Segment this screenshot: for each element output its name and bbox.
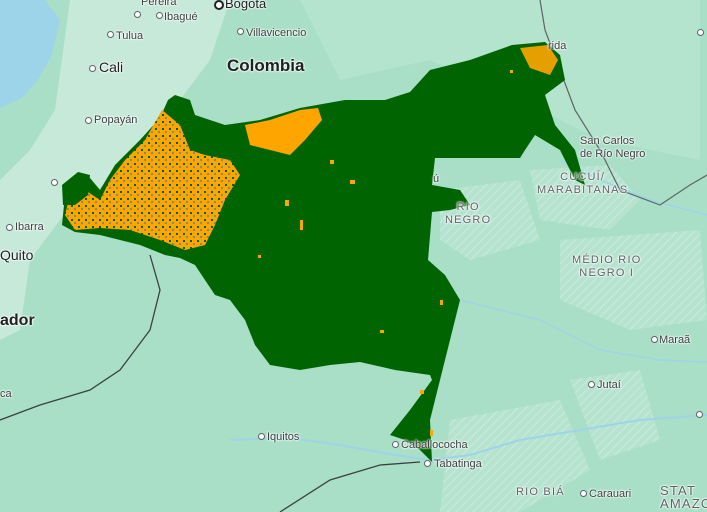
city-label-bogota[interactable]: Bogota xyxy=(225,0,267,11)
amazon-river xyxy=(229,414,707,462)
city-dot-ibague xyxy=(156,12,163,19)
nonforest-specks-1 xyxy=(520,45,558,75)
protected-area-medio-rio-negro xyxy=(560,230,707,330)
city-label-quito[interactable]: Quito xyxy=(0,247,34,263)
nonforest-specks xyxy=(258,70,513,436)
city-label-iquitos[interactable]: Iquitos xyxy=(267,431,300,443)
city-label-jutai[interactable]: Jutaí xyxy=(597,379,621,391)
border-venezuela xyxy=(539,0,707,206)
city-label-san-carlos[interactable]: San Carlos de Río Negro xyxy=(580,135,646,160)
area-label-cucui-marabitanas[interactable]: CUCUÍ/ MARABITANAS xyxy=(537,171,629,196)
city-dot-tulua xyxy=(107,31,114,38)
city-label-cucui-partial: ú xyxy=(433,173,440,185)
area-label-rio-negro[interactable]: RIO NEGRO xyxy=(445,201,492,226)
city-label-pereira[interactable]: Pereira xyxy=(141,0,177,8)
city-label-mitu-partial[interactable]: rida xyxy=(548,40,567,52)
city-label-carauari[interactable]: Carauari xyxy=(589,488,632,500)
city-dot-cali xyxy=(89,65,96,72)
city-dot-maraa xyxy=(651,336,658,343)
city-dot-pasto xyxy=(51,179,58,186)
city-dot-northeast xyxy=(697,29,704,36)
city-label-cali[interactable]: Cali xyxy=(99,59,124,75)
city-label-ibarra[interactable]: Ibarra xyxy=(15,221,44,233)
protected-area-rio-bia xyxy=(440,400,590,512)
protected-area-cucui xyxy=(530,165,640,230)
city-dot-villavicencio xyxy=(237,28,244,35)
border-peru-brazil xyxy=(0,254,161,421)
area-label-state-partial[interactable]: STAT AMAZO xyxy=(660,483,707,511)
city-dot-popayan xyxy=(85,117,92,124)
country-label-colombia[interactable]: Colombia xyxy=(227,56,305,75)
city-dot-east xyxy=(696,411,703,418)
city-dot-ibarra xyxy=(6,224,13,231)
city-label-left-partial: ca xyxy=(0,388,12,400)
forest-patch-west xyxy=(62,172,90,205)
city-dot-iquitos xyxy=(258,433,265,440)
city-label-popayan[interactable]: Popayán xyxy=(94,114,138,126)
city-dot-tabatinga xyxy=(424,460,431,467)
city-dot-carauari xyxy=(580,490,587,497)
border-brazil-south xyxy=(279,461,421,512)
capital-dot-bogota xyxy=(214,0,224,10)
city-label-villavicencio[interactable]: Villavicencio xyxy=(246,27,307,39)
city-label-ibague[interactable]: Ibagué xyxy=(164,11,198,23)
city-dot-pereira xyxy=(134,11,141,18)
city-label-caballococha[interactable]: Caballococha xyxy=(401,439,468,451)
city-label-maraa[interactable]: Maraã xyxy=(659,334,691,346)
country-label-ecuador[interactable]: ador xyxy=(0,312,35,329)
city-label-tabatinga[interactable]: Tabatinga xyxy=(434,458,482,470)
city-dot-caballococha xyxy=(392,441,399,448)
area-label-medio-rio-negro[interactable]: MÉDIO RIO NEGRO I xyxy=(572,254,642,279)
area-label-rio-bia[interactable]: RIO BIÁ xyxy=(516,486,565,498)
nonforest-foothills xyxy=(65,110,240,250)
city-dot-jutai xyxy=(588,381,595,388)
protected-area-east xyxy=(570,370,660,460)
pacific-ocean xyxy=(0,0,60,108)
nonforest-north xyxy=(245,108,322,155)
japura-river xyxy=(459,299,707,363)
forest-cover-layer xyxy=(62,42,585,462)
city-label-tulua[interactable]: Tulua xyxy=(116,30,144,42)
